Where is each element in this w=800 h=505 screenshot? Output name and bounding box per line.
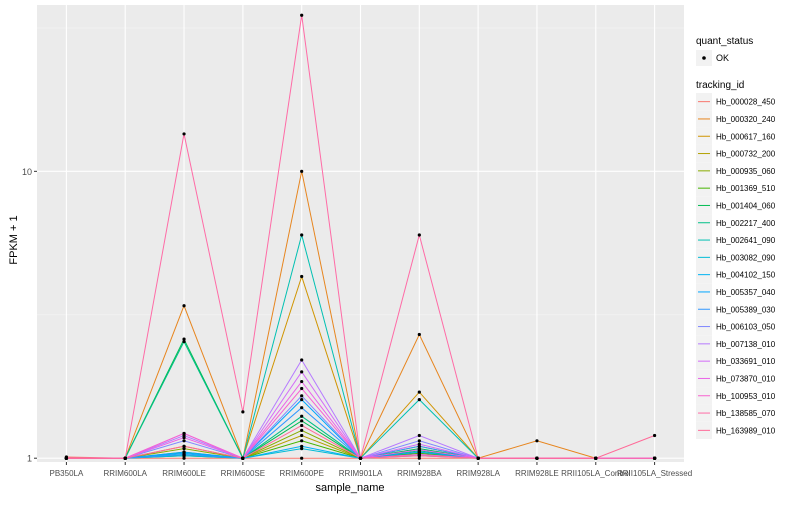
x-axis-title: sample_name — [315, 482, 384, 494]
data-point — [417, 439, 421, 443]
data-point — [300, 428, 304, 433]
data-point — [417, 444, 421, 448]
data-point — [358, 456, 363, 460]
legend-label: Hb_163989_010 — [716, 426, 776, 435]
data-point — [300, 433, 304, 438]
data-point — [182, 339, 186, 344]
data-point — [417, 442, 421, 446]
data-point — [300, 414, 304, 418]
data-point — [300, 233, 304, 237]
axis-layer: 1 10 PB350LA RRIM600LA RRIM600LE RRIM600SE RRI… — [22, 167, 692, 478]
legend-point-key — [702, 56, 706, 60]
legend-label: Hb_100953_010 — [716, 392, 776, 401]
legend-label: Hb_073870_010 — [716, 374, 776, 383]
data-point — [300, 379, 304, 384]
data-point — [417, 450, 421, 454]
data-point — [594, 456, 598, 460]
data-point — [417, 456, 421, 460]
data-point — [182, 450, 186, 454]
data-point — [300, 169, 304, 173]
y-tick-label: 10 — [22, 167, 32, 177]
legend-label: Hb_033691_010 — [716, 357, 776, 366]
data-point — [123, 456, 127, 460]
data-point — [417, 332, 421, 337]
legend-label: Hb_138585_070 — [716, 409, 776, 418]
legend: quant_status OK tracking_id Hb_000028_450 Hb… — [696, 36, 776, 439]
data-point — [300, 274, 304, 279]
legend-label: Hb_000935_060 — [716, 167, 776, 176]
legend-label: Hb_000320_240 — [716, 115, 776, 124]
x-tick-label: RRIM901LA — [339, 469, 383, 478]
data-point — [300, 398, 304, 402]
x-tick-label: RRII105LA_Control — [561, 469, 631, 478]
plot-layer — [37, 5, 684, 462]
legend-label-ok: OK — [716, 53, 729, 63]
data-point — [182, 456, 186, 460]
data-point — [182, 452, 186, 457]
data-point — [182, 431, 186, 436]
data-point — [300, 406, 304, 410]
data-point — [300, 456, 304, 460]
x-tick-label: RRIM928LE — [515, 469, 559, 478]
data-point — [300, 394, 304, 398]
data-point — [535, 456, 539, 460]
data-point — [652, 456, 657, 460]
data-point — [417, 398, 421, 402]
legend-label: Hb_001369_510 — [716, 184, 776, 193]
x-tick-label: PB350LA — [50, 469, 84, 478]
data-point — [535, 439, 539, 443]
data-point — [476, 456, 480, 460]
data-point — [182, 337, 186, 341]
data-point — [182, 447, 186, 451]
data-point — [182, 444, 186, 448]
legend-label: Hb_006103_050 — [716, 323, 776, 332]
data-point — [300, 13, 304, 17]
data-point — [300, 423, 304, 428]
legend-label: Hb_002641_090 — [716, 236, 776, 245]
y-tick-label: 1 — [27, 454, 32, 464]
legend-label: Hb_005389_030 — [716, 305, 776, 314]
data-point — [417, 233, 421, 237]
data-point — [417, 454, 421, 458]
data-point — [241, 456, 245, 460]
data-point — [300, 439, 304, 443]
x-tick-label: RRII105LA_Stressed — [617, 469, 692, 478]
legend-label: Hb_000028_450 — [716, 98, 776, 107]
legend-label: Hb_003082_090 — [716, 253, 776, 262]
legend-label: Hb_004102_150 — [716, 271, 776, 280]
data-point — [417, 448, 421, 452]
data-point — [652, 433, 657, 438]
x-tick-label: RRIM928BA — [397, 469, 442, 478]
data-point — [300, 370, 304, 374]
legend-title-quant-status: quant_status — [696, 36, 753, 47]
data-point — [182, 304, 186, 308]
data-point — [300, 419, 304, 423]
x-tick-label: RRIM600PE — [279, 469, 323, 478]
legend-label: Hb_001404_060 — [716, 201, 776, 210]
legend-label: Hb_000617_160 — [716, 132, 776, 141]
legend-label: Hb_005357_040 — [716, 288, 776, 297]
x-tick-label: RRIM600SE — [221, 469, 265, 478]
data-point — [417, 390, 421, 394]
data-point — [300, 444, 304, 448]
data-point — [300, 358, 304, 362]
legend-label: Hb_000732_200 — [716, 150, 776, 159]
data-point — [300, 447, 304, 451]
data-point — [182, 132, 186, 136]
x-tick-label: RRIM600LE — [162, 469, 206, 478]
data-point — [241, 410, 245, 414]
data-point — [64, 456, 69, 460]
legend-label: Hb_002217_400 — [716, 219, 776, 228]
y-axis-title: FPKM + 1 — [8, 215, 20, 264]
x-tick-label: RRIM600LA — [103, 469, 147, 478]
data-point — [417, 433, 421, 438]
legend-label: Hb_007138_010 — [716, 340, 776, 349]
data-point — [182, 439, 186, 443]
data-point — [182, 435, 186, 440]
x-tick-label: RRIM928LA — [456, 469, 500, 478]
data-point — [300, 386, 304, 391]
legend-title-tracking-id: tracking_id — [696, 80, 744, 91]
